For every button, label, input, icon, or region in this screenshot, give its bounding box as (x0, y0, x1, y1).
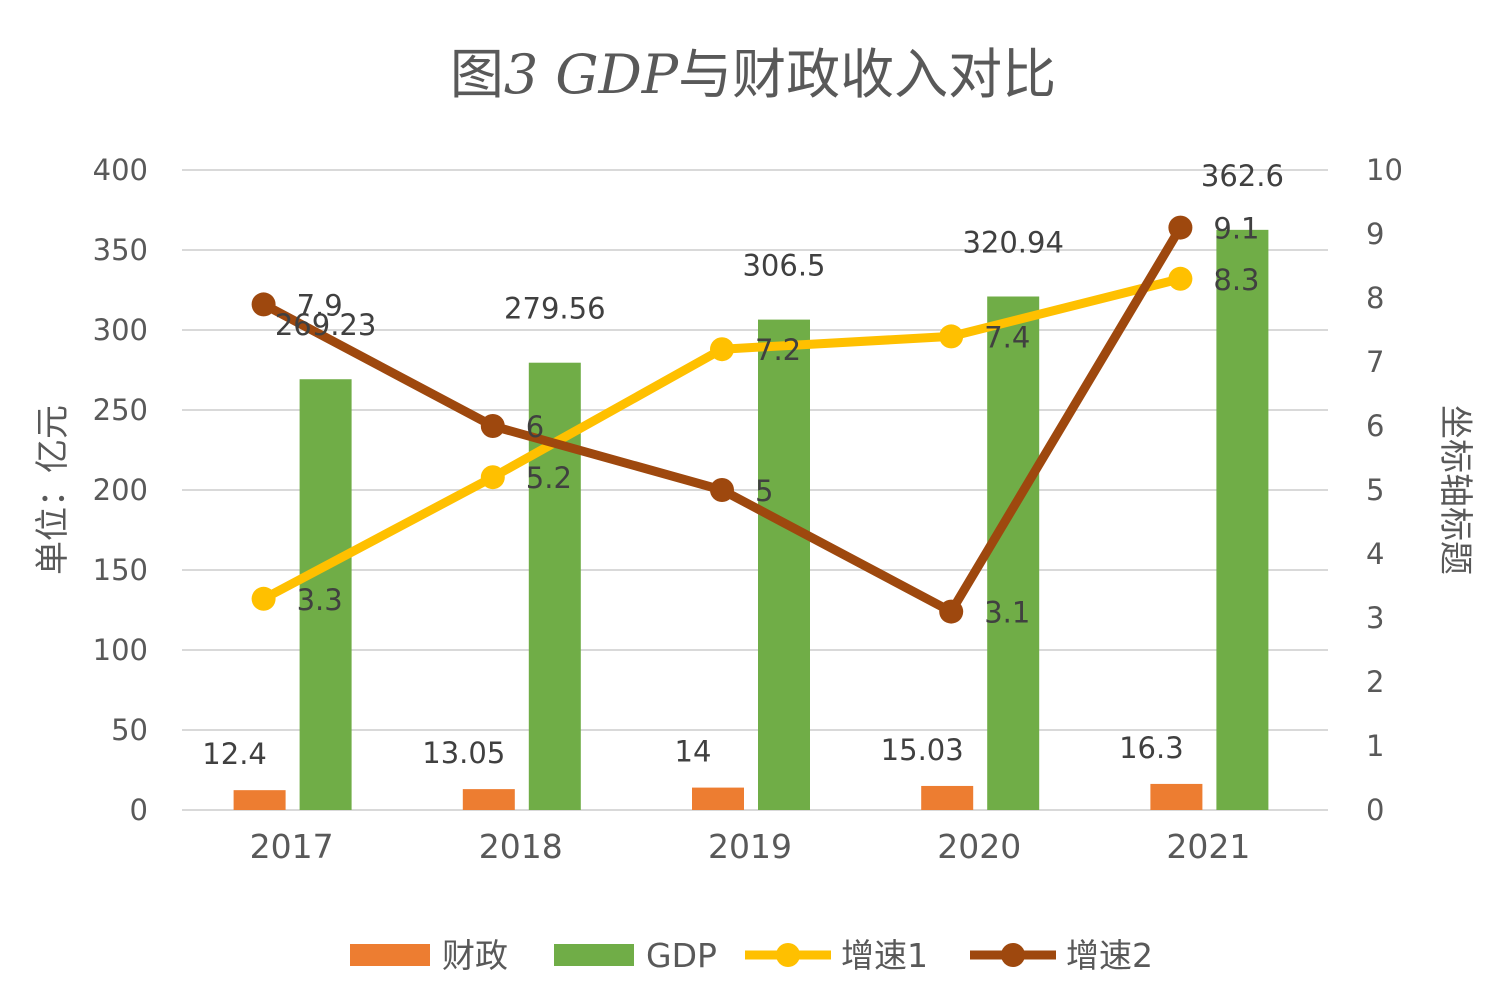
line-增速1 (261, 274, 1182, 603)
point-增速2 (480, 414, 505, 438)
chart-title-prefix: 图 (449, 43, 504, 106)
bar-GDP (1216, 229, 1269, 811)
gridlines (182, 169, 1328, 811)
point-增速2 (710, 478, 734, 502)
data-label: 269.23 (275, 308, 376, 342)
data-label: 306.5 (742, 249, 825, 283)
data-label: 6 (526, 410, 544, 444)
legend-label: GDP (646, 936, 717, 975)
data-label: 15.03 (881, 733, 964, 767)
y-tick-label: 50 (111, 713, 148, 747)
y2-tick-label: 7 (1366, 345, 1384, 379)
y-tick-label: 150 (93, 553, 148, 587)
y2-tick-label: 2 (1366, 665, 1384, 699)
left-axis-ticks: 0 50 100 150 200 250 300 350 400 (93, 153, 148, 827)
point-增速1 (939, 324, 964, 349)
bars (233, 229, 1269, 811)
chart-title-suffix: 与财政收入对比 (678, 43, 1057, 106)
bar-GDP (299, 379, 352, 810)
chart-title-italic: 3 GDP (503, 43, 679, 106)
legend-swatch-GDP (554, 944, 634, 966)
data-label: 5 (755, 474, 773, 508)
y2-tick-label: 10 (1366, 153, 1403, 187)
bar-GDP (987, 296, 1040, 811)
chart-title: 图3 GDP与财政收入对比 (0, 30, 1506, 109)
bar-财政 (921, 785, 974, 810)
point-增速1 (710, 337, 734, 362)
legend-marker-增速2 (1001, 943, 1025, 967)
line-增速2 (261, 225, 1185, 617)
x-tick-label: 2019 (708, 827, 792, 866)
data-label: 320.94 (962, 225, 1063, 259)
data-label: 3.1 (984, 596, 1030, 630)
right-axis-ticks: 0 1 2 3 4 5 6 7 8 9 10 (1366, 153, 1403, 827)
y2-axis-label: 坐标轴标题 (1435, 405, 1475, 575)
y2-tick-label: 8 (1366, 281, 1384, 315)
bar-财政 (462, 789, 515, 810)
y2-tick-label: 4 (1366, 537, 1384, 571)
y-tick-label: 100 (93, 633, 148, 667)
data-label: 362.6 (1201, 159, 1284, 193)
legend-label: 财政 (442, 936, 508, 975)
y2-tick-label: 6 (1366, 409, 1384, 443)
y2-tick-label: 5 (1366, 473, 1384, 507)
x-tick-label: 2018 (479, 827, 563, 866)
bar-财政 (1150, 783, 1203, 810)
x-tick-label: 2020 (937, 827, 1021, 866)
point-增速2 (1168, 215, 1193, 240)
point-增速2 (939, 599, 964, 624)
data-label: 3.3 (297, 583, 343, 617)
legend-label: 增速1 (841, 936, 928, 975)
x-axis-ticks: 2017 2018 2019 2020 2021 (250, 827, 1251, 866)
y-axis-label: 单位：亿元 (33, 405, 73, 575)
bar-财政 (233, 790, 286, 810)
y2-tick-label: 0 (1366, 793, 1384, 827)
data-label: 14 (675, 735, 712, 769)
point-增速1 (251, 586, 276, 611)
data-label: 13.05 (422, 736, 505, 770)
data-label: 12.4 (202, 737, 267, 771)
data-label: 7.9 (297, 288, 343, 322)
y-tick-label: 300 (93, 313, 148, 347)
legend-label: 增速2 (1066, 936, 1153, 975)
data-label: 8.3 (1213, 263, 1259, 297)
x-tick-label: 2017 (250, 827, 334, 866)
legend-swatch-财政 (350, 944, 430, 966)
point-增速2 (251, 292, 276, 317)
bar-GDP (758, 319, 810, 810)
y-tick-label: 0 (130, 793, 148, 827)
data-label: 5.2 (526, 461, 572, 495)
y2-tick-label: 3 (1366, 601, 1384, 635)
point-增速1 (1168, 266, 1193, 291)
y-tick-label: 400 (93, 153, 148, 187)
y2-tick-label: 1 (1366, 729, 1384, 763)
point-增速1 (480, 465, 505, 490)
y-tick-label: 350 (93, 233, 148, 267)
legend-marker-增速1 (776, 943, 800, 967)
data-label: 7.4 (984, 320, 1030, 354)
bar-财政 (692, 787, 744, 810)
data-label: 279.56 (504, 292, 605, 326)
series-lines (251, 215, 1193, 624)
x-tick-label: 2021 (1166, 827, 1250, 866)
y-tick-label: 200 (93, 473, 148, 507)
legend: 财政 GDP 增速1 增速2 (350, 936, 1153, 975)
y-tick-label: 250 (93, 393, 148, 427)
data-labels: 12.4 13.05 14 15.03 16.3 269.23 279.56 306.5 320… (202, 159, 1284, 771)
data-label: 16.3 (1119, 731, 1184, 765)
data-label: 7.2 (755, 333, 801, 367)
data-label: 9.1 (1213, 212, 1259, 246)
y2-tick-label: 9 (1366, 217, 1384, 251)
